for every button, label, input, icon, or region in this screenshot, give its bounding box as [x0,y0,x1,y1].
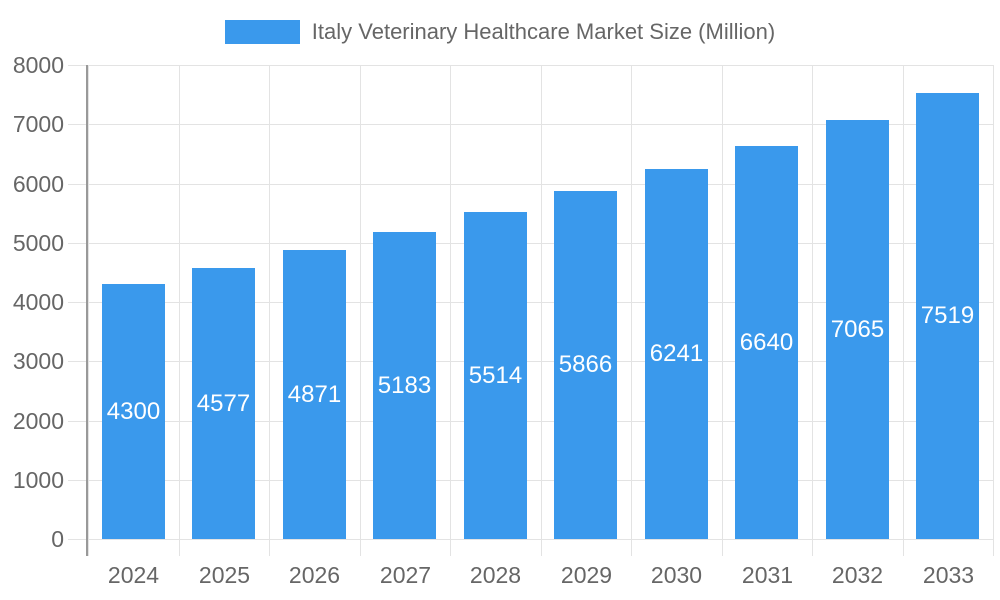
x-tick-label: 2025 [198,562,251,588]
bar[interactable]: 5514 [464,212,527,539]
bar-value-label: 4300 [106,398,161,425]
bar[interactable]: 5866 [554,191,617,539]
y-gridline [68,361,993,362]
bar-value-label: 5866 [558,351,613,378]
x-gridline [88,65,89,556]
x-gridline [179,65,180,556]
y-tick-label: 8000 [12,52,64,78]
bar-value-label: 6640 [739,329,794,356]
x-gridline [541,65,542,556]
x-gridline [812,65,813,556]
x-tick-label: 2031 [741,562,794,588]
bar-value-label: 4871 [287,381,342,408]
y-tick-label: 6000 [12,171,64,197]
x-tick-label: 2029 [560,562,613,588]
bar[interactable]: 7065 [826,120,889,539]
bar-value-label: 7065 [830,316,885,343]
y-tick-label: 5000 [12,230,64,256]
y-tick-label: 2000 [12,408,64,434]
x-gridline [631,65,632,556]
x-tick-label: 2030 [650,562,703,588]
y-tick-label: 1000 [12,467,64,493]
y-tick-label: 4000 [12,289,64,315]
y-gridline [68,480,993,481]
y-gridline [68,65,993,66]
x-tick-label: 2032 [831,562,884,588]
bar[interactable]: 4871 [283,250,346,539]
bar-value-label: 4577 [196,390,251,417]
x-tick-label: 2028 [469,562,522,588]
x-gridline [269,65,270,556]
bar[interactable]: 7519 [916,93,979,539]
x-gridline [722,65,723,556]
x-gridline [450,65,451,556]
y-gridline [68,421,993,422]
bar-value-label: 7519 [920,302,975,329]
bar-value-label: 5514 [468,362,523,389]
x-gridline [360,65,361,556]
y-tick-label: 7000 [12,111,64,137]
y-gridline [68,302,993,303]
legend-item[interactable]: Italy Veterinary Healthcare Market Size … [0,18,1000,46]
x-tick-label: 2033 [922,562,975,588]
x-gridline [993,65,994,556]
bar-value-label: 6241 [649,340,704,367]
y-tick-label: 0 [51,526,64,552]
legend-label: Italy Veterinary Healthcare Market Size … [311,19,776,44]
x-tick-label: 2026 [288,562,341,588]
bar[interactable]: 4577 [192,268,255,539]
y-gridline [68,184,993,185]
y-axis-line [86,65,88,556]
y-tick-label: 3000 [12,348,64,374]
bar[interactable]: 6640 [735,146,798,539]
y-gridline [68,243,993,244]
bar[interactable]: 5183 [373,232,436,539]
bar[interactable]: 6241 [645,169,708,539]
x-gridline [903,65,904,556]
bar-value-label: 5183 [377,372,432,399]
y-gridline [68,124,993,125]
x-tick-label: 2027 [379,562,432,588]
x-tick-label: 2024 [107,562,160,588]
y-gridline [68,539,993,540]
legend-swatch [224,20,300,44]
bar[interactable]: 4300 [102,284,165,539]
